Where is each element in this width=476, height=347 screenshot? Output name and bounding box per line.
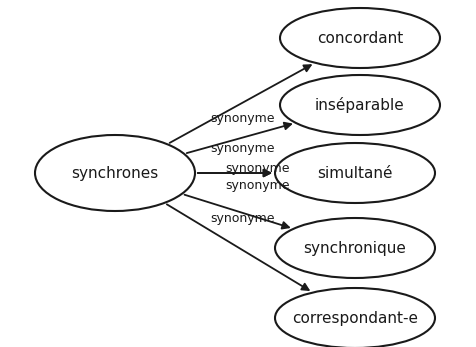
Text: synchrones: synchrones	[71, 166, 159, 180]
Text: correspondant-e: correspondant-e	[292, 311, 418, 325]
Text: synonyme: synonyme	[225, 178, 289, 192]
Text: inséparable: inséparable	[315, 97, 405, 113]
Ellipse shape	[275, 288, 435, 347]
Ellipse shape	[35, 135, 195, 211]
Text: synonyme: synonyme	[210, 212, 275, 225]
Text: synonyme: synonyme	[225, 161, 289, 175]
Ellipse shape	[280, 8, 440, 68]
Text: simultané: simultané	[317, 166, 393, 180]
Text: concordant: concordant	[317, 31, 403, 45]
Text: synchronique: synchronique	[304, 240, 407, 255]
Ellipse shape	[275, 218, 435, 278]
Text: synonyme: synonyme	[210, 111, 275, 125]
Ellipse shape	[275, 143, 435, 203]
Text: synonyme: synonyme	[210, 142, 275, 154]
Ellipse shape	[280, 75, 440, 135]
